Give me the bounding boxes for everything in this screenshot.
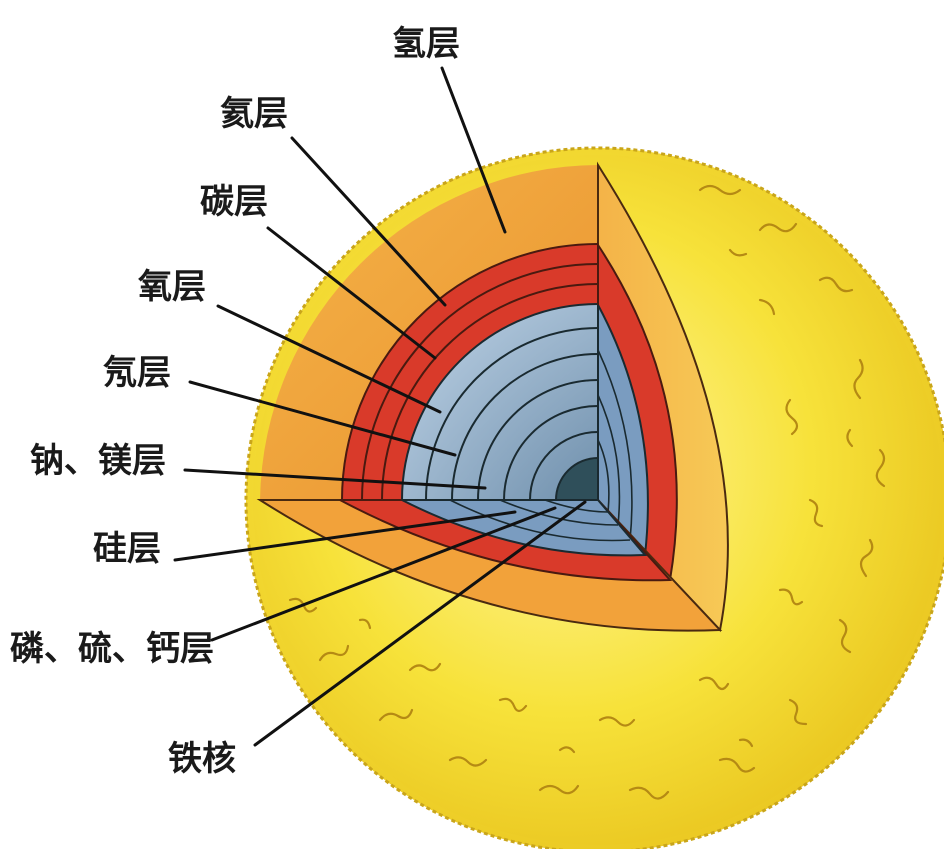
leader-iron-core — [253, 500, 587, 747]
label-carbon: 碳层 — [200, 182, 268, 222]
leader-sodium-magnesium — [183, 468, 487, 490]
label-helium: 氦层 — [220, 94, 288, 134]
label-phosphorus-sulfur-calcium: 磷、硫、钙层 — [10, 629, 214, 669]
leader-lines — [173, 66, 587, 747]
wedge-right-face — [597, 161, 729, 633]
label-sodium-magnesium: 钠、镁层 — [30, 441, 166, 481]
surface-texture — [288, 184, 886, 800]
label-hydrogen: 氢层 — [392, 24, 460, 64]
leader-oxygen — [216, 304, 442, 414]
leader-helium — [290, 136, 447, 307]
leader-hydrogen — [440, 66, 507, 234]
label-silicon: 硅层 — [93, 529, 161, 569]
leader-phosphorus-sulfur-calcium — [210, 506, 557, 642]
label-oxygen: 氧层 — [138, 267, 206, 307]
leader-silicon — [173, 510, 517, 562]
leader-neon — [188, 380, 457, 457]
layer-labels: 氢层 氦层 碳层 氧层 氖层 钠、镁层 硅层 磷、硫、钙层 铁核 — [10, 24, 460, 779]
label-neon: 氖层 — [103, 353, 171, 393]
label-iron-core: 铁核 — [168, 739, 236, 779]
leader-carbon — [266, 226, 437, 360]
